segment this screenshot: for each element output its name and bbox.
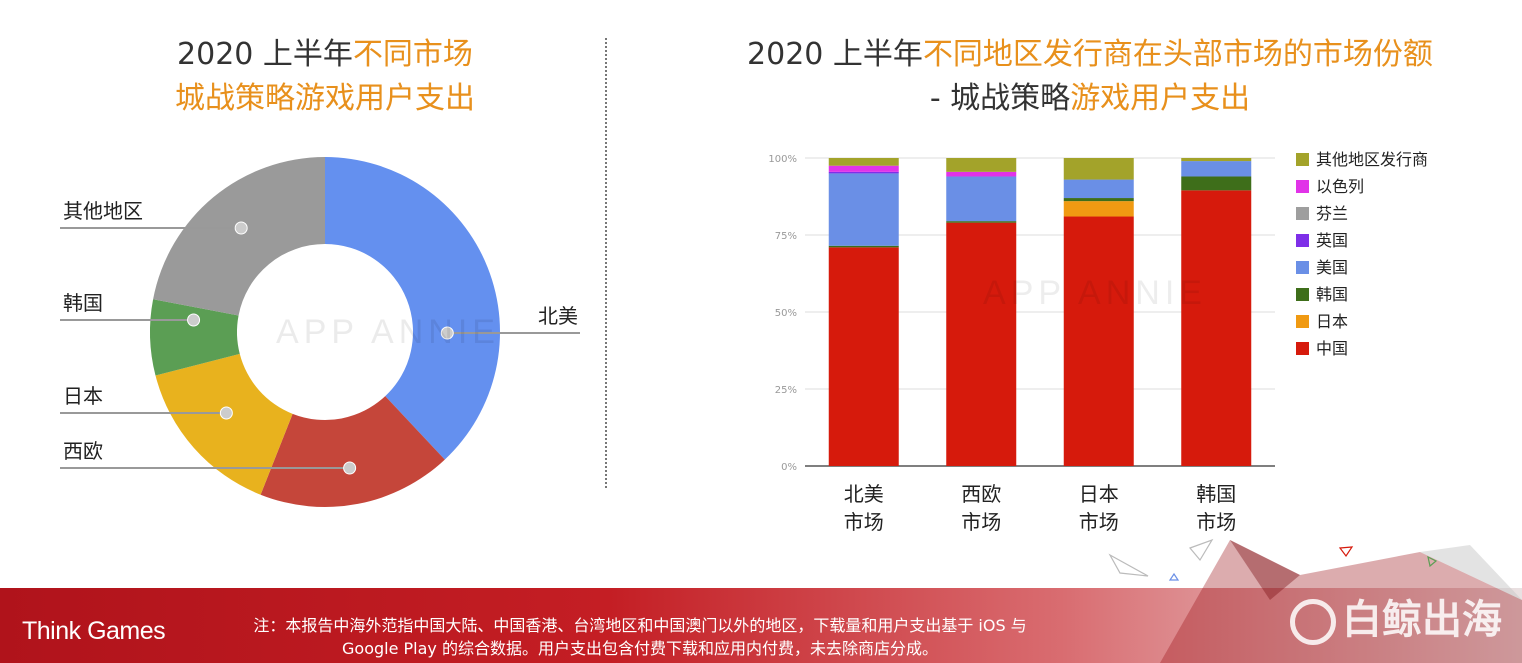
section-divider	[605, 38, 607, 488]
bar-2-segment-1	[946, 222, 1017, 466]
legend-swatch-8	[1296, 342, 1309, 355]
left-title-prefix: 2020 上半年	[177, 37, 353, 72]
legend-swatch-3	[1296, 207, 1309, 220]
chart-watermark-left: APP ANNIE	[276, 313, 500, 351]
bar-2-segment-4	[946, 176, 1017, 222]
brand-think-games: Think Games	[22, 617, 166, 645]
baijing-logo-text: 白鲸出海	[1342, 597, 1502, 643]
donut-slice-4	[150, 299, 240, 376]
baijing-logo: 白鲸出海	[1290, 590, 1520, 660]
x-category-label-4-2: 市场	[1196, 510, 1236, 534]
left-title-line2: 城战策略游戏用户支出	[175, 81, 475, 116]
legend-swatch-1	[1296, 153, 1309, 166]
legend-label-4: 英国	[1316, 231, 1348, 250]
bar-3-segment-4	[1063, 179, 1134, 199]
left-title-accent: 不同市场	[352, 37, 473, 72]
footer-bar	[0, 588, 1522, 663]
y-tick-label-100: 100%	[768, 154, 797, 165]
legend-label-1: 其他地区发行商	[1316, 150, 1428, 169]
legend-label-8: 中国	[1316, 339, 1348, 358]
right-chart-title: 2020 上半年不同地区发行商在头部市场的市场份额 - 城战策略游戏用户支出	[690, 33, 1490, 121]
y-tick-label-0: 0%	[781, 462, 797, 473]
donut-slice-5	[153, 157, 325, 316]
chart-watermark-right: APP ANNIE	[983, 274, 1207, 312]
bar-1-segment-8	[828, 158, 899, 166]
donut-label-5: 其他地区	[63, 199, 143, 223]
legend-label-7: 日本	[1316, 312, 1348, 331]
bar-4-segment-1	[1181, 190, 1252, 466]
legend-label-5: 美国	[1316, 258, 1348, 277]
footer-note-line2: Google Play 的综合数据。用户支出包含付费下载和应用内付费，未去除商店…	[342, 639, 938, 658]
y-tick-label-25: 25%	[775, 385, 797, 396]
right-title-line2-prefix: - 城战策略	[929, 81, 1071, 116]
donut-label-1: 北美	[538, 304, 578, 328]
donut-slice-3	[155, 353, 293, 495]
legend-label-2: 以色列	[1316, 177, 1364, 196]
bar-3-segment-8	[1063, 158, 1134, 180]
right-title-accent: 不同地区发行商在头部市场的市场份额	[922, 37, 1433, 72]
donut-leader-dot-2	[343, 461, 357, 475]
legend-swatch-5	[1296, 261, 1309, 274]
bar-2-segment-7	[946, 171, 1017, 177]
donut-label-3: 日本	[63, 384, 103, 408]
legend-swatch-2	[1296, 180, 1309, 193]
donut-slice-2	[260, 396, 445, 507]
donut-label-2: 西欧	[63, 439, 103, 463]
x-category-label-2-1: 西欧	[961, 482, 1001, 506]
right-title-line2-accent: 游戏用户支出	[1070, 81, 1251, 116]
bar-1-segment-3	[828, 245, 899, 248]
bar-4-segment-3	[1181, 176, 1252, 191]
bar-2-segment-3	[946, 221, 1017, 223]
y-tick-label-50: 50%	[775, 308, 797, 319]
y-tick-label-75: 75%	[775, 231, 797, 242]
legend-swatch-6	[1296, 288, 1309, 301]
x-category-label-3-2: 市场	[1079, 510, 1119, 534]
bar-4-segment-8	[1181, 158, 1252, 162]
bar-1-segment-1	[828, 247, 899, 466]
baijing-logo-icon	[1290, 599, 1336, 645]
x-category-label-1-2: 市场	[844, 510, 884, 534]
x-category-label-3-1: 日本	[1079, 482, 1119, 506]
left-chart-title: 2020 上半年不同市场 城战策略游戏用户支出	[90, 33, 560, 121]
bar-3-segment-1	[1063, 216, 1134, 466]
x-category-label-2-2: 市场	[961, 510, 1001, 534]
legend-label-6: 韩国	[1316, 285, 1348, 304]
donut-leader-dot-4	[187, 313, 201, 327]
bar-1-segment-5	[828, 171, 899, 174]
bar-3-segment-3	[1063, 198, 1134, 202]
legend-swatch-7	[1296, 315, 1309, 328]
footer-note-line1: 注：本报告中海外范指中国大陆、中国香港、台湾地区和中国澳门以外的地区，下载量和用…	[253, 616, 1027, 635]
bar-4-segment-4	[1181, 161, 1252, 177]
donut-leader-dot-3	[219, 406, 233, 420]
x-category-label-1-1: 北美	[844, 482, 884, 506]
bar-2-segment-8	[946, 158, 1017, 172]
footer-note: 注：本报告中海外范指中国大陆、中国香港、台湾地区和中国澳门以外的地区，下载量和用…	[200, 614, 1080, 660]
donut-label-4: 韩国	[63, 291, 103, 315]
donut-leader-dot-1	[440, 326, 454, 340]
bar-3-segment-2	[1063, 201, 1134, 217]
legend-swatch-4	[1296, 234, 1309, 247]
legend-label-3: 芬兰	[1316, 204, 1348, 223]
donut-slice-1	[325, 157, 500, 460]
right-title-prefix: 2020 上半年	[747, 37, 923, 72]
x-category-label-4-1: 韩国	[1196, 482, 1236, 506]
donut-leader-dot-5	[234, 221, 248, 235]
bar-1-segment-7	[828, 165, 899, 172]
bar-1-segment-4	[828, 173, 899, 246]
